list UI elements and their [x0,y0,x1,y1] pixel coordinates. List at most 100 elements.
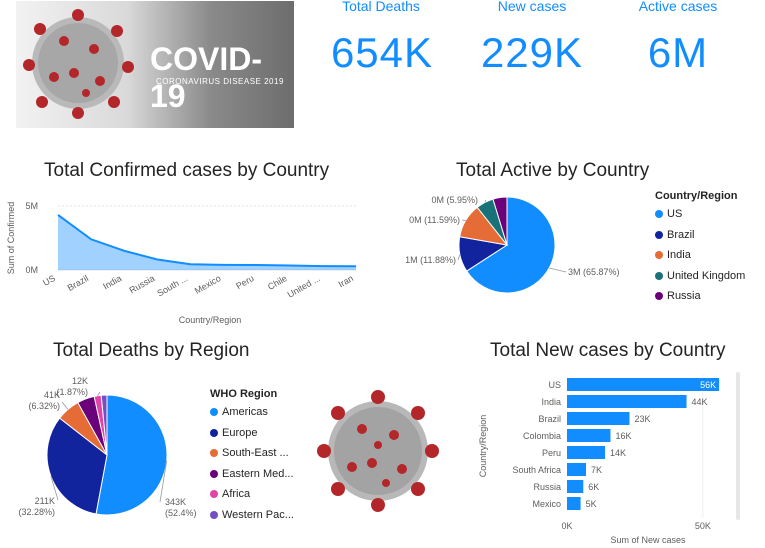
pie-data-label: 12K [72,376,88,386]
new-cases-bar-chart: US 56K India 44K Brazil 23K Colombia 16K Peru 14K… [478,374,720,545]
pie-leader-line [159,460,168,503]
legend-marker [655,251,663,260]
legend-label: Europe [222,426,258,439]
virus-illustration [317,390,439,512]
legend-marker [210,408,218,417]
pie-slice [100,394,108,456]
legend-item[interactable]: Russia [655,290,701,302]
pie-slice [465,196,556,294]
legend-marker [210,449,218,458]
legend-label: Americas [222,406,268,418]
pie-data-label: (52.4%) [165,508,197,518]
area-line [57,214,357,268]
legend-label: Africa [222,488,251,500]
new-cases-chart-title: Total New cases by Country [490,340,726,361]
bar [567,429,611,442]
kpi-new-cases-value: 229K [480,29,584,76]
pie-leader-line [484,199,487,203]
bar-value-label: 6K [588,482,599,492]
bar-category-label: South Africa [512,465,561,475]
bar-value-label: 5K [586,499,597,509]
legend-marker [655,271,663,280]
legend-label: India [667,249,691,261]
bar-category-label: Brazil [538,414,561,424]
legend-item[interactable]: Brazil [655,229,695,241]
bar [567,463,587,476]
y-tick-label: 0M [25,265,38,275]
pie-leader-line [61,401,69,410]
pie-leader-line [549,267,567,273]
legend-label: Russia [667,290,701,302]
pie-data-label: 0M (5.95%) [431,195,478,205]
bar-category-label: Russia [533,482,561,492]
y-axis-label: Sum of Confirmed [6,202,16,275]
bar [567,480,584,493]
x-tick-label: Mexico [193,273,223,296]
legend-marker [655,230,663,239]
pie-data-label: (6.32%) [28,401,60,411]
legend-marker [210,469,218,478]
kpi-total-deaths-value: 654K [330,29,434,76]
pie-leader-line [97,391,101,396]
bar-value-label: 56K [700,380,716,390]
legend-item[interactable]: Europe [210,427,257,439]
pie-leader-line [457,254,461,261]
legend-item[interactable]: United Kingdom [655,270,745,282]
legend-label: Eastern Med... [222,467,294,480]
virus-image [23,9,134,119]
y-axis-label: Country/Region [478,415,488,478]
x-axis-label: Sum of New cases [610,535,686,545]
banner-subtitle: CORONAVIRUS DISEASE 2019 [156,77,284,86]
bar-value-label: 14K [610,448,626,458]
area-fill [58,214,356,270]
legend-item[interactable]: Americas [210,406,268,418]
legend-title: Country/Region [655,190,738,202]
legend-item[interactable]: India [655,249,691,261]
legend-item[interactable]: US [655,208,682,220]
legend-marker [210,510,218,519]
active-chart-title: Total Active by Country [456,160,650,181]
pie-data-label: 0M (11.59%) [409,215,460,225]
confirmed-chart-title: Total Confirmed cases by Country [44,160,330,181]
bar-value-label: 44K [692,397,708,407]
pie-data-label: 3M (65.87%) [568,267,620,277]
bar [567,446,606,459]
bar-category-label: Peru [542,448,561,458]
legend-label: Western Pac... [222,508,294,521]
pie-data-label: (1.87%) [56,387,88,397]
x-tick-label: Brazil [66,273,90,293]
legend-label: South-East ... [222,447,289,459]
legend-label: Brazil [667,228,695,241]
bar-category-label: Mexico [532,499,561,509]
x-tick-label: Russia [128,273,157,295]
covid-banner: COVID-19 CORONAVIRUS DISEASE 2019 [16,1,294,128]
bar-value-label: 7K [591,465,602,475]
legend-marker [655,292,663,301]
x-tick-label: India [101,273,123,291]
legend-marker [655,210,663,219]
legend-item[interactable]: Eastern Med... [210,468,294,480]
x-tick-label: 0K [561,521,572,531]
bar [567,395,687,408]
kpi-active-cases-label: Active cases [638,0,718,14]
bar-chart-scrollbar[interactable] [736,372,740,520]
pie-data-label: (32.28%) [18,507,55,517]
deaths-chart-title: Total Deaths by Region [53,340,250,361]
x-axis-label: Country/Region [179,315,242,325]
legend-marker [210,428,218,437]
legend-item[interactable]: Western Pac... [210,509,294,521]
legend-label: United Kingdom [667,269,746,282]
kpi-active-cases-value: 6M [647,29,709,76]
legend-item[interactable]: South-East ... [210,447,289,459]
legend-item[interactable]: Africa [210,488,250,500]
x-tick-label: United ... [286,273,322,300]
y-tick-label: 5M [25,201,38,211]
bar-value-label: 16K [615,431,631,441]
banner-title: COVID-19 [150,41,262,114]
confirmed-area-chart: 5M 0M Sum of Confirmed US Brazil India Russia S… [6,201,357,325]
pie-data-label: 1M (11.88%) [405,255,456,265]
x-tick-label: South ... [155,273,189,298]
x-tick-label: Peru [234,273,255,291]
x-tick-label: Chile [266,273,289,292]
bar [567,412,630,425]
